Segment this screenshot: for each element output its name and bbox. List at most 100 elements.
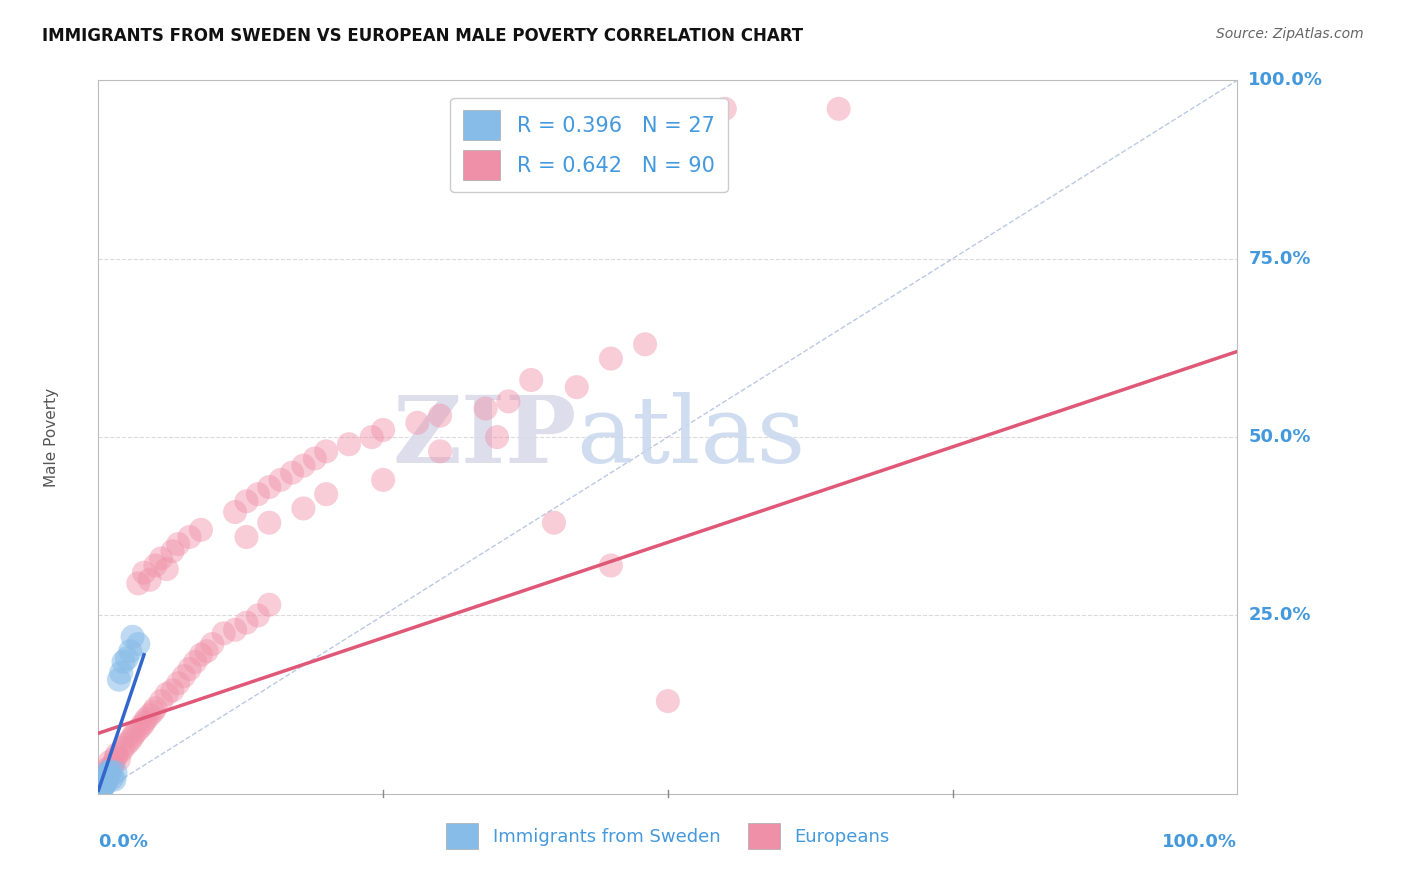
Point [115, 737, 138, 751]
Point [292, 458, 315, 473]
Point [190, 523, 212, 537]
Point [246, 608, 269, 623]
Point [94, 772, 117, 787]
Point [156, 687, 179, 701]
Point [235, 615, 257, 630]
Point [156, 562, 179, 576]
Point [120, 733, 142, 747]
Point [103, 772, 125, 787]
Point [96, 765, 118, 780]
Point [498, 394, 520, 409]
Point [195, 644, 218, 658]
Point [90, 783, 112, 797]
Point [179, 662, 201, 676]
Point [224, 505, 246, 519]
Point [520, 373, 543, 387]
Point [93, 778, 115, 792]
Text: atlas: atlas [576, 392, 806, 482]
Point [315, 444, 337, 458]
Point [201, 637, 224, 651]
Point [89, 780, 111, 794]
Point [337, 437, 360, 451]
Point [259, 480, 281, 494]
Point [101, 760, 124, 774]
Point [167, 676, 190, 690]
Point [259, 516, 281, 530]
Point [115, 651, 138, 665]
Point [371, 423, 394, 437]
Point [235, 494, 257, 508]
Point [259, 598, 281, 612]
Point [101, 771, 124, 785]
Point [90, 776, 112, 790]
Point [110, 665, 132, 680]
Point [124, 726, 146, 740]
Point [112, 655, 135, 669]
Point [90, 781, 112, 796]
Point [93, 769, 115, 783]
Point [120, 644, 142, 658]
Point [429, 409, 451, 423]
Point [121, 630, 143, 644]
Point [224, 623, 246, 637]
Point [93, 772, 115, 787]
Point [371, 473, 394, 487]
Point [89, 783, 111, 797]
Point [162, 544, 184, 558]
Point [292, 501, 315, 516]
Text: ZIP: ZIP [392, 392, 576, 482]
Point [104, 751, 127, 765]
Point [90, 772, 112, 787]
Point [246, 487, 269, 501]
Point [96, 774, 118, 789]
Point [93, 776, 115, 790]
Point [304, 451, 326, 466]
Point [89, 783, 111, 797]
Point [96, 771, 118, 785]
Point [429, 444, 451, 458]
Point [96, 774, 118, 789]
Point [94, 776, 117, 790]
Point [142, 705, 165, 719]
Point [97, 767, 120, 781]
Point [828, 102, 851, 116]
Point [173, 669, 195, 683]
Point [235, 530, 257, 544]
Point [90, 780, 112, 794]
Point [315, 487, 337, 501]
Point [132, 715, 155, 730]
Point [127, 637, 149, 651]
Point [474, 401, 496, 416]
Point [97, 767, 120, 781]
Point [600, 558, 623, 573]
Point [91, 778, 114, 792]
Point [212, 626, 235, 640]
Point [91, 774, 114, 789]
Point [112, 740, 135, 755]
Point [184, 655, 207, 669]
Point [270, 473, 292, 487]
Point [138, 708, 160, 723]
Point [91, 780, 114, 794]
Point [91, 774, 114, 789]
Point [543, 516, 565, 530]
Text: 50.0%: 50.0% [1249, 428, 1310, 446]
Point [145, 701, 167, 715]
Text: 100.0%: 100.0% [1163, 833, 1237, 851]
Point [98, 765, 121, 780]
Point [131, 719, 153, 733]
Point [108, 673, 131, 687]
Point [162, 683, 184, 698]
Point [127, 576, 149, 591]
Point [714, 102, 737, 116]
Point [96, 765, 118, 780]
Point [360, 430, 382, 444]
Text: IMMIGRANTS FROM SWEDEN VS EUROPEAN MALE POVERTY CORRELATION CHART: IMMIGRANTS FROM SWEDEN VS EUROPEAN MALE … [42, 27, 803, 45]
Point [94, 771, 117, 785]
Point [121, 730, 143, 744]
Legend: Immigrants from Sweden, Europeans: Immigrants from Sweden, Europeans [439, 816, 897, 856]
Point [600, 351, 623, 366]
Point [104, 765, 127, 780]
Point [105, 747, 128, 762]
Point [98, 755, 121, 769]
